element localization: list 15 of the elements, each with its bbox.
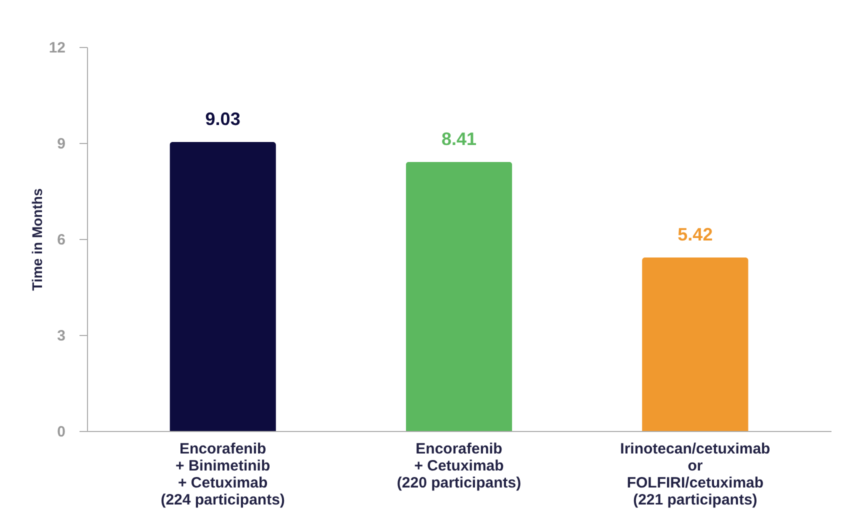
x-tick-label: Encorafenib + Cetuximab (220 participants) [396, 440, 522, 492]
y-tick-label: 12 [48, 40, 66, 56]
bar [642, 258, 748, 431]
data-label: 5.42 [678, 224, 713, 245]
y-tick-label: 6 [57, 232, 66, 248]
y-tick-label: 3 [57, 328, 66, 344]
y-axis-title: Time in Months [28, 188, 45, 291]
x-tick-label: Encorafenib + Binimetinib + Cetuximab (224 participants) [160, 440, 285, 508]
y-tick-label: 9 [57, 136, 66, 152]
bar [170, 142, 276, 431]
data-label: 9.03 [205, 109, 240, 130]
y-tick-label: 0 [57, 424, 66, 440]
x-tick-label: Irinotecan/cetuximab or FOLFIRI/cetuximab (221 participants) [620, 440, 770, 508]
data-label: 8.41 [441, 128, 477, 149]
bar [406, 162, 512, 431]
